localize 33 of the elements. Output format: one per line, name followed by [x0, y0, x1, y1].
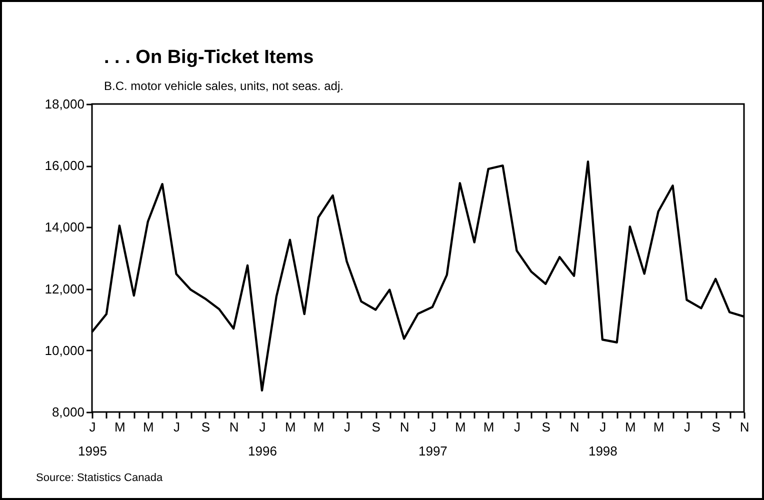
x-tick-label: N	[229, 420, 239, 434]
x-tick-label: M	[142, 420, 154, 434]
y-tick-label: 16,000	[44, 158, 84, 174]
x-tick-label: S	[542, 420, 551, 434]
source-note: Source: Statistics Canada	[36, 472, 163, 484]
x-tick-label: J	[174, 420, 180, 434]
y-tick-label: 8,000	[52, 404, 84, 420]
x-tick-label: J 1997	[418, 420, 448, 458]
x-tick-label: M	[454, 420, 466, 434]
x-tick-label: J 1996	[248, 420, 277, 458]
chart-title: . . . On Big-Ticket Items	[104, 47, 314, 68]
x-tick-label: J 1995	[78, 420, 107, 458]
x-tick-label: M	[653, 420, 664, 434]
x-tick-label: S	[712, 420, 721, 434]
y-tick-label: 14,000	[44, 220, 84, 235]
x-tick-label: M	[624, 420, 636, 434]
y-tick-label: 12,000	[44, 281, 84, 296]
x-tick-label: S	[372, 420, 381, 434]
x-tick-label: M	[285, 420, 296, 434]
x-tick-label: J	[684, 420, 690, 434]
x-tick-label: M	[313, 420, 324, 434]
x-tick-label: J	[344, 420, 350, 434]
x-tick-label: N	[570, 420, 580, 434]
x-tick-label: J 1998	[588, 420, 618, 458]
x-tick-label: M	[483, 420, 494, 434]
x-tick-label: M	[114, 420, 126, 434]
y-tick-label: 10,000	[44, 342, 84, 358]
x-tick-label: N	[400, 420, 410, 434]
chart-subtitle: B.C. motor vehicle sales, units, not seas. adj.	[104, 79, 344, 93]
x-tick-label: S	[201, 420, 210, 434]
x-tick-label: N	[740, 420, 750, 434]
y-tick-label: 18,000	[44, 96, 84, 112]
x-tick-label: J	[514, 420, 520, 434]
